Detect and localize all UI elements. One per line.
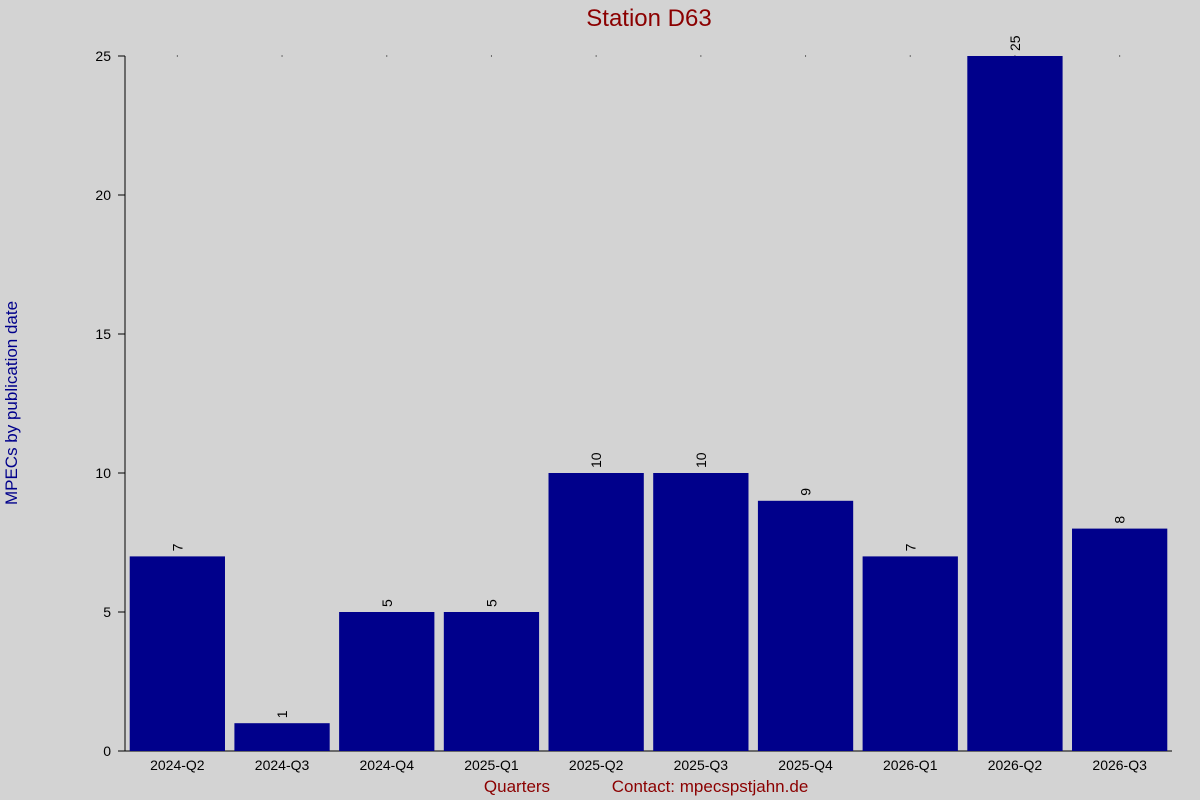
y-tick-label: 15	[95, 326, 111, 342]
y-tick-label: 5	[103, 604, 111, 620]
value-label: 7	[902, 543, 918, 551]
x-tick-label: 2025-Q1	[464, 757, 519, 773]
bar	[339, 612, 435, 751]
bar	[653, 473, 749, 751]
bar	[1072, 528, 1168, 751]
x-tick-label: 2026-Q1	[883, 757, 938, 773]
bar	[967, 56, 1063, 751]
value-label: 10	[588, 452, 604, 468]
value-label: 5	[379, 599, 395, 607]
x-tick-label: 2025-Q2	[569, 757, 624, 773]
x-tick-label: 2025-Q4	[778, 757, 833, 773]
y-tick-label: 25	[95, 48, 111, 64]
x-tick-label: 2025-Q3	[674, 757, 729, 773]
bar	[548, 473, 644, 751]
value-label: 5	[483, 599, 499, 607]
value-label: 25	[1007, 35, 1023, 51]
value-label: 10	[693, 452, 709, 468]
top-dot	[805, 55, 807, 57]
value-label: 1	[274, 710, 290, 718]
bar	[862, 556, 958, 751]
value-label: 9	[798, 488, 814, 496]
top-dot	[386, 55, 388, 57]
top-dot	[909, 55, 911, 57]
y-tick-label: 0	[103, 743, 111, 759]
x-tick-label: 2026-Q3	[1092, 757, 1147, 773]
top-dot	[1119, 55, 1121, 57]
bar	[757, 500, 854, 751]
x-tick-label: 2024-Q2	[150, 757, 205, 773]
bar	[443, 612, 540, 751]
y-axis-label: MPECs by publication date	[2, 301, 21, 505]
top-dot	[490, 55, 492, 57]
value-label: 7	[169, 543, 185, 551]
y-tick-label: 10	[95, 465, 111, 481]
y-tick-label: 20	[95, 187, 111, 203]
annotation: Contact: mpecspstjahn.de	[612, 777, 809, 796]
top-dot	[700, 55, 702, 57]
x-axis-label: Quarters	[484, 777, 550, 796]
top-dot	[281, 55, 283, 57]
value-label: 8	[1112, 516, 1128, 524]
top-dot	[176, 55, 178, 57]
bar	[129, 556, 225, 751]
bar	[234, 723, 330, 751]
x-tick-label: 2024-Q3	[255, 757, 310, 773]
x-tick-label: 2026-Q2	[988, 757, 1043, 773]
chart-title: Station D63	[586, 5, 711, 32]
x-tick-label: 2024-Q4	[360, 757, 415, 773]
top-dot	[595, 55, 597, 57]
